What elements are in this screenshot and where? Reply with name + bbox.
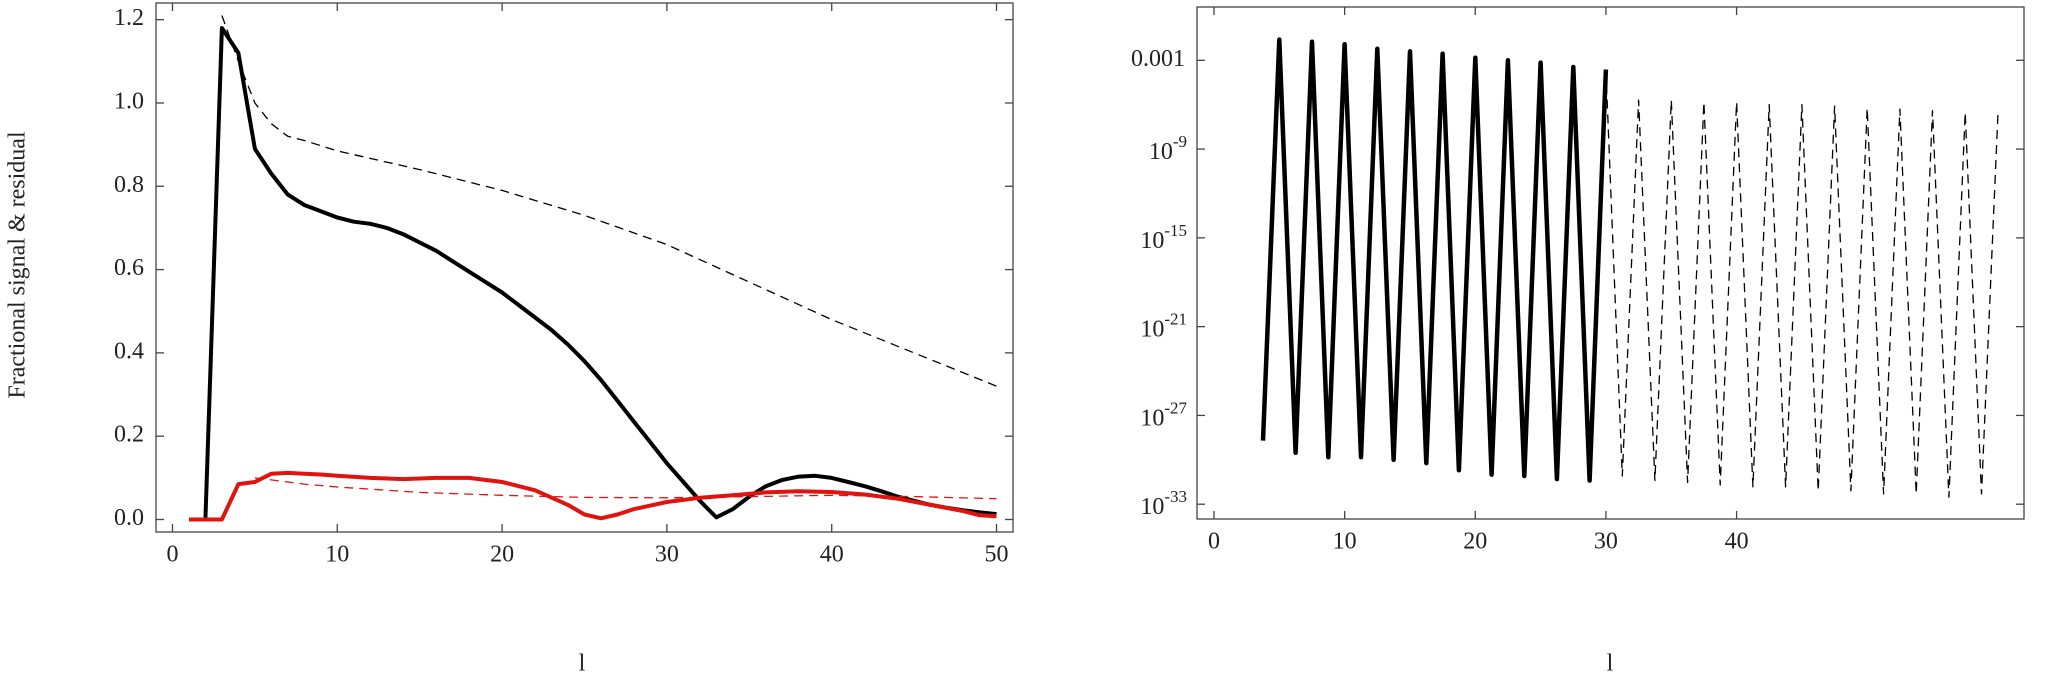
x-tick-label: 30 [655, 542, 679, 568]
y-tick-label: 0.8 [114, 172, 144, 198]
y-tick-label: 1.2 [114, 5, 144, 31]
data-line [221, 15, 997, 387]
x-tick-label: 40 [820, 542, 844, 568]
data-line [203, 26, 997, 520]
y-tick-label: 0.001 [1131, 46, 1185, 72]
y-tick-label: 0.4 [114, 338, 144, 364]
data-line [1605, 69, 1999, 498]
x-tick-label: 40 [1725, 529, 1749, 555]
tick-base: 10 [1140, 494, 1164, 520]
y-tick-label: 0.2 [114, 422, 144, 448]
x-tick-label: 30 [1594, 529, 1618, 555]
y-tick-label: 10-9 [1149, 132, 1187, 165]
tick-base: 10 [1149, 139, 1173, 165]
y-tick-label: 10-15 [1140, 221, 1187, 254]
y-tick-label: 0.0 [114, 505, 144, 531]
plot-frame [1196, 6, 2025, 520]
x-axis-label: l [1607, 651, 1614, 676]
data-line [1260, 37, 1609, 483]
tick-exponent: -27 [1164, 398, 1187, 417]
tick-exponent: -33 [1164, 487, 1187, 506]
y-tick-label: 1.0 [114, 88, 144, 114]
y-tick-label: 0.6 [114, 255, 144, 281]
y-tick-label: 10-21 [1140, 310, 1187, 343]
tick-base: 10 [1140, 405, 1164, 431]
tick-base: 10 [1140, 227, 1164, 253]
data-line [189, 470, 997, 522]
x-tick-label: 0 [166, 542, 178, 568]
tick-base: 10 [1140, 316, 1164, 342]
x-tick-label: 20 [490, 542, 514, 568]
x-tick-label: 10 [325, 542, 349, 568]
x-axis-label: l [579, 651, 586, 676]
tick-exponent: -21 [1164, 310, 1187, 329]
y-tick-label: 10-27 [1140, 398, 1187, 431]
y-tick-label: 10-33 [1140, 487, 1187, 520]
y-axis-label: Fractional signal & residual [5, 131, 31, 399]
tick-exponent: -9 [1173, 132, 1187, 151]
data-line [254, 477, 997, 500]
x-tick-label: 10 [1333, 529, 1357, 555]
plot-frame [155, 2, 1014, 533]
x-tick-label: 20 [1463, 529, 1487, 555]
tick-exponent: -15 [1164, 221, 1187, 240]
x-tick-label: 50 [985, 542, 1009, 568]
x-tick-label: 0 [1208, 529, 1220, 555]
